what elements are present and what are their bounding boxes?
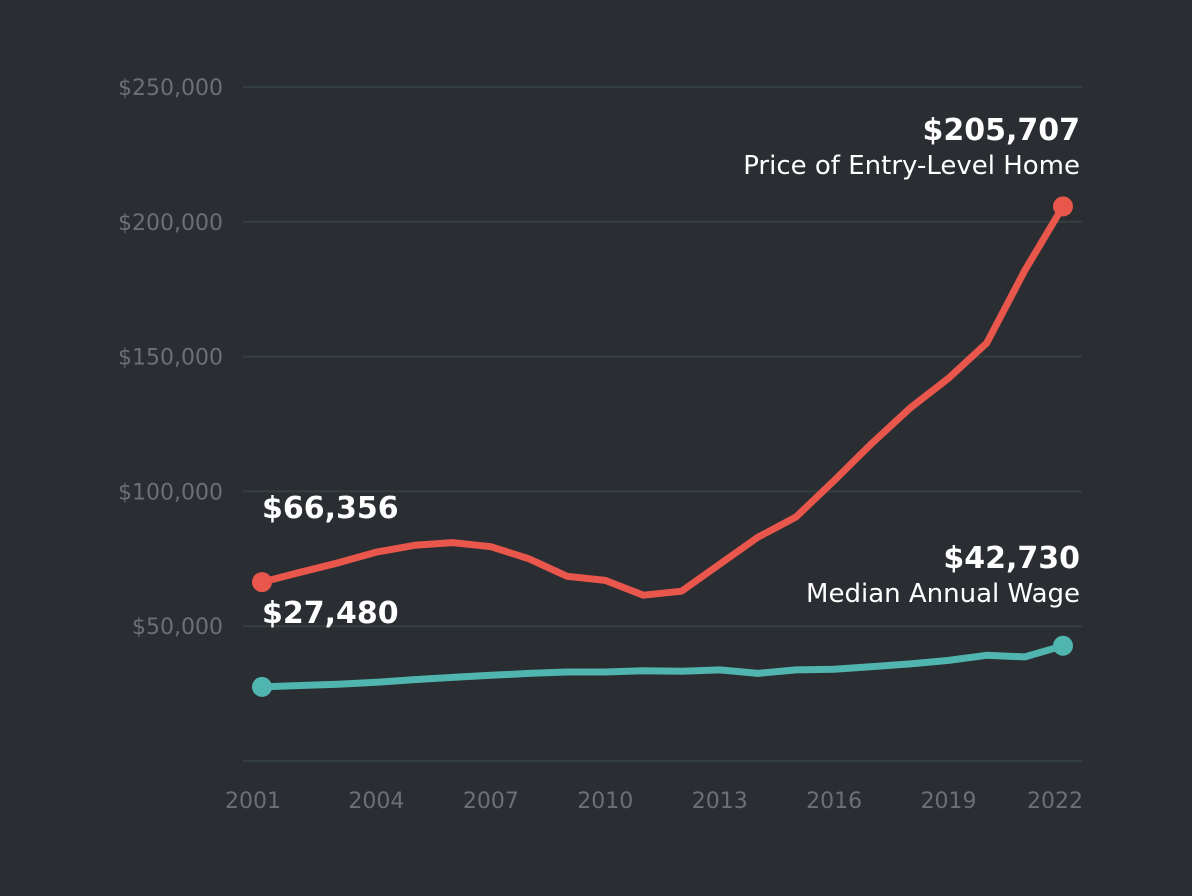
x-tick-label-2001: 2001: [225, 789, 281, 814]
start-point-price-of-entry-level-home: [252, 572, 272, 593]
start-value-label-median-annual-wage: $27,480: [262, 596, 399, 631]
x-tick-label-2007: 2007: [463, 789, 519, 814]
y-tick-label-150000: $150,000: [118, 346, 223, 371]
series-line-median-annual-wage: [258, 642, 1067, 691]
x-tick-label-2022: 2022: [1027, 789, 1083, 814]
grid: [243, 86, 1082, 762]
series: [252, 196, 1073, 697]
y-tick-label-50000: $50,000: [132, 615, 223, 640]
x-tick-label-2010: 2010: [577, 789, 633, 814]
end-point-median-annual-wage: [1053, 635, 1073, 656]
y-tick-label-100000: $100,000: [118, 480, 223, 505]
end-value-label-price-of-entry-level-home: $205,707: [922, 113, 1080, 148]
start-value-label-price-of-entry-level-home: $66,356: [262, 491, 399, 526]
end-value-label-median-annual-wage: $42,730: [943, 541, 1080, 576]
start-point-median-annual-wage: [252, 676, 272, 697]
x-tick-label-2016: 2016: [806, 789, 862, 814]
axes: $250,000 $200,000 $150,000 $100,000 $50,000 2…: [118, 76, 1083, 814]
x-tick-label-2019: 2019: [921, 789, 977, 814]
series-name-label-price-of-entry-level-home: Price of Entry-Level Home: [743, 151, 1080, 181]
x-tick-label-2004: 2004: [348, 789, 404, 814]
y-tick-label-200000: $200,000: [118, 211, 223, 236]
x-tick-label-2013: 2013: [692, 789, 748, 814]
y-tick-label-250000: $250,000: [118, 76, 223, 101]
series-line-price-of-entry-level-home: [258, 202, 1067, 599]
series-name-label-median-annual-wage: Median Annual Wage: [806, 579, 1080, 609]
end-point-price-of-entry-level-home: [1053, 196, 1073, 217]
